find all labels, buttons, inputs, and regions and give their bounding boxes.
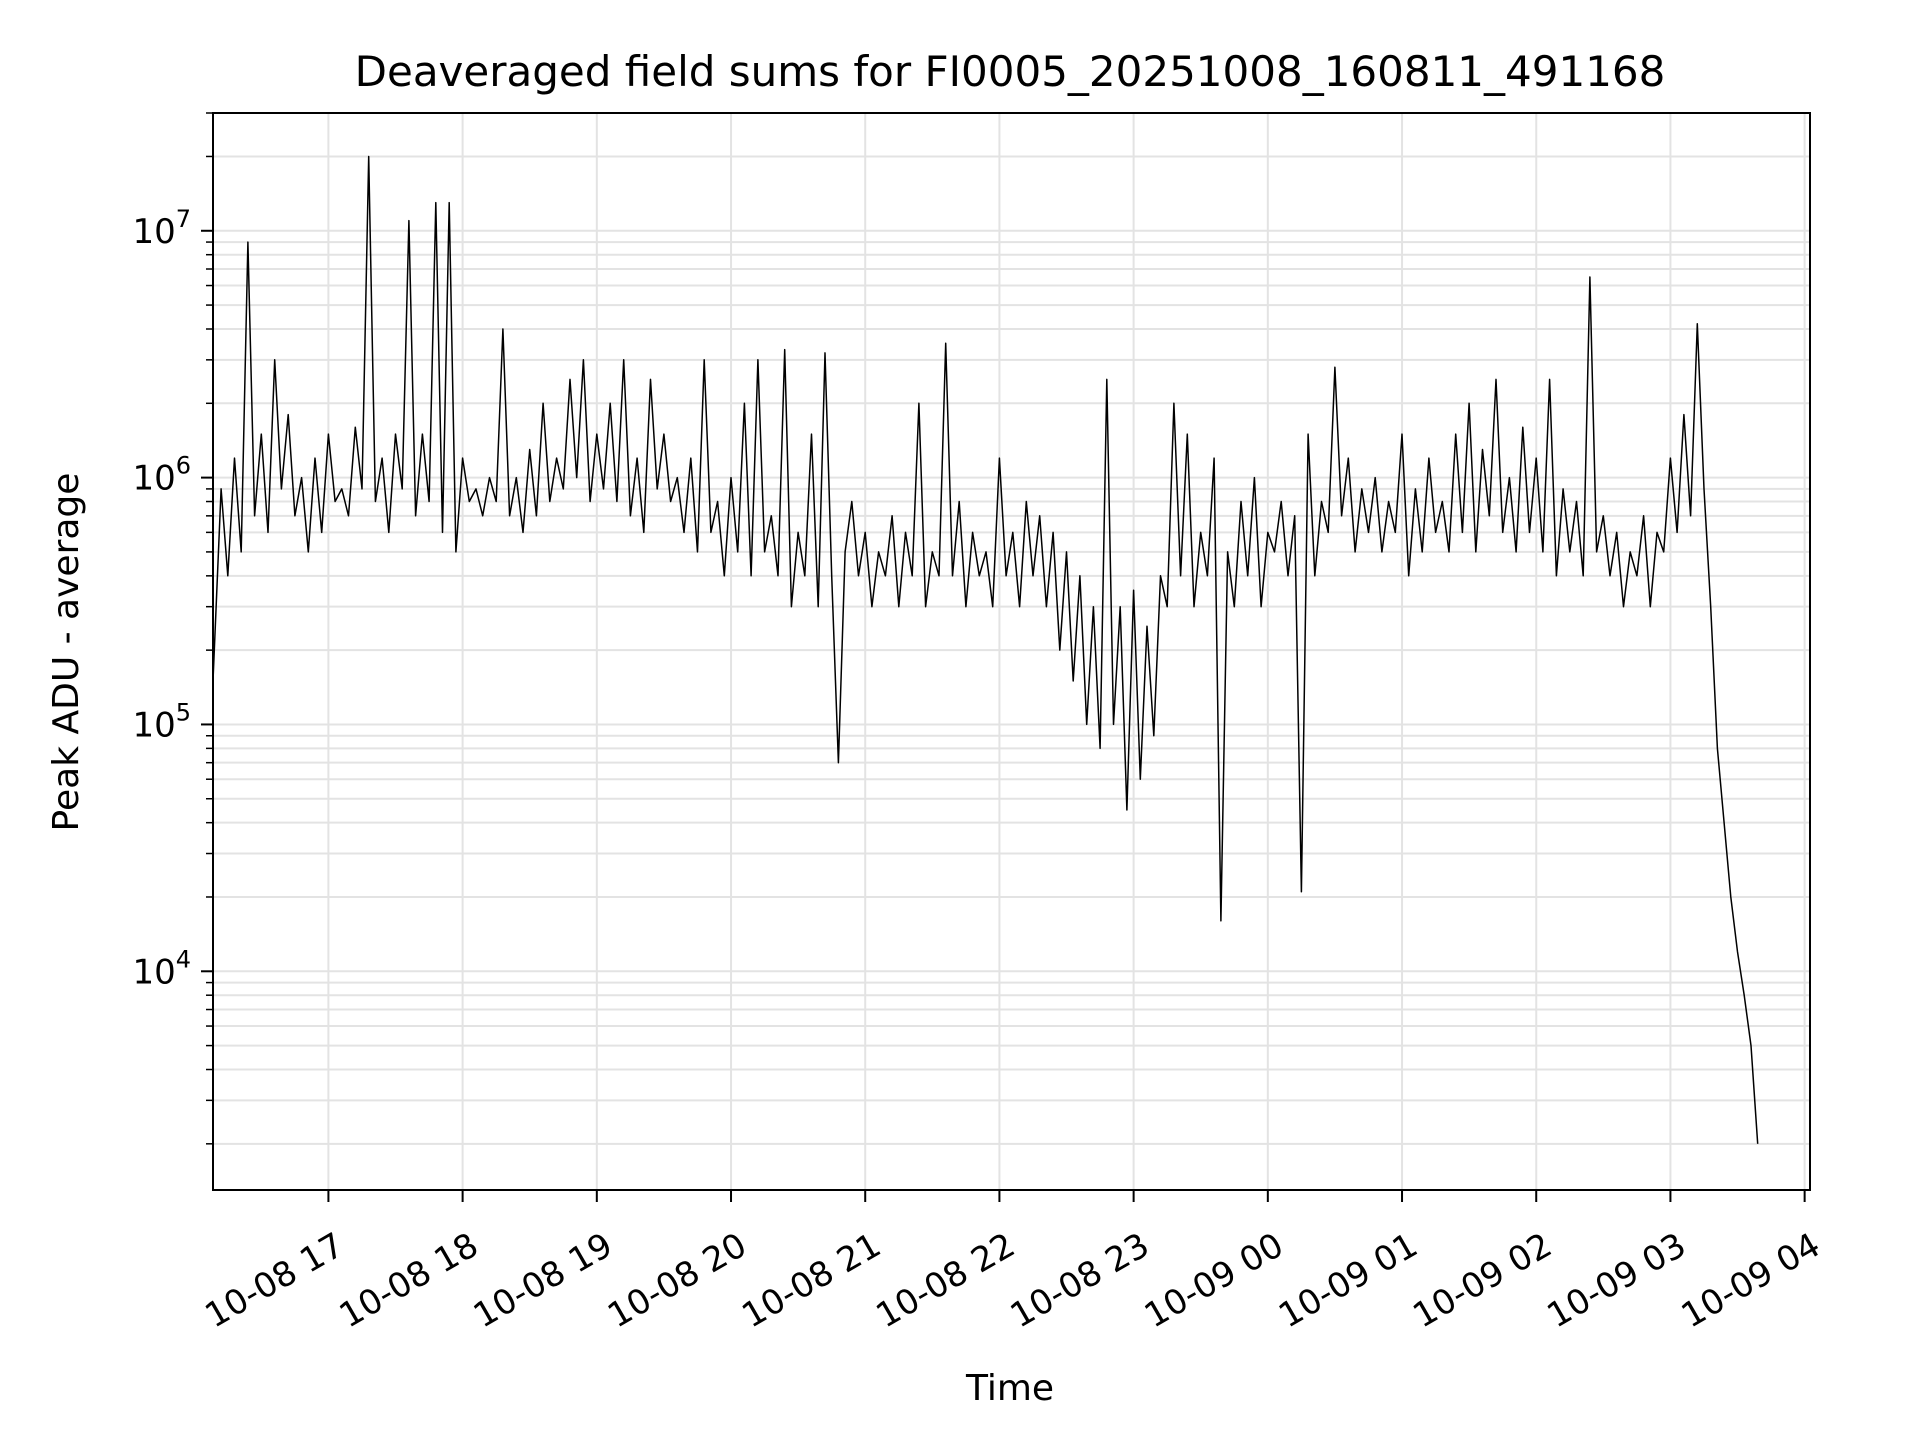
x-axis-label: Time (965, 1368, 1054, 1409)
series-layer (212, 155, 1759, 1144)
y-tick-exponent: 5 (176, 698, 191, 726)
y-tick-label: 105 (132, 698, 191, 745)
y-tick-base: 10 (132, 459, 175, 499)
y-tick-exponent: 7 (176, 205, 191, 233)
y-tick-base: 10 (132, 212, 175, 252)
y-axis-label: Peak ADU - average (46, 473, 87, 832)
y-tick-base: 10 (132, 705, 175, 745)
y-tick-exponent: 4 (176, 945, 191, 973)
y-tick-label: 104 (132, 945, 191, 992)
y-tick-label: 107 (132, 205, 191, 252)
plot-frame (212, 112, 1811, 1191)
chart-title: Deaveraged field sums for FI0005_2025100… (355, 47, 1666, 96)
y-tick-exponent: 6 (176, 452, 191, 480)
y-tick-label: 106 (132, 452, 191, 499)
y-tick-base: 10 (132, 952, 175, 992)
grid-lines (213, 112, 1810, 1190)
series-line (212, 155, 1759, 1144)
